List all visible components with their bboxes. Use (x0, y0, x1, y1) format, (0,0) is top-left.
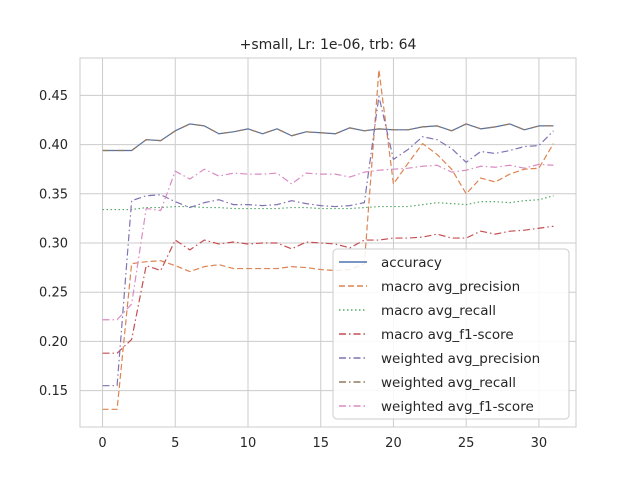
y-tick-label: 0.45 (39, 89, 68, 104)
legend-label: weighted avg_f1-score (381, 399, 534, 415)
legend-box (332, 248, 570, 420)
series-line (102, 95, 554, 387)
y-tick-label: 0.15 (39, 384, 68, 399)
y-tick-label: 0.35 (39, 187, 68, 202)
x-tick-label: 15 (312, 436, 329, 451)
legend-label: macro avg_f1-score (381, 327, 514, 343)
x-tick-label: 10 (240, 436, 257, 451)
y-tick-labels: 0.15 0.20 0.25 0.30 0.35 0.40 0.45 (39, 89, 68, 399)
legend-label: macro avg_precision (381, 279, 520, 295)
series-line (102, 195, 554, 211)
legend-label: weighted avg_recall (381, 375, 516, 391)
chart-title: +small, Lr: 1e-06, trb: 64 (240, 37, 417, 53)
x-tick-label: 25 (458, 436, 475, 451)
legend-label: accuracy (381, 255, 442, 271)
y-tick-label: 0.40 (39, 138, 68, 153)
series-line (102, 163, 554, 321)
x-tick-label: 20 (385, 436, 402, 451)
x-tick-labels: 0 5 10 15 20 25 30 (98, 436, 547, 451)
y-tick-label: 0.20 (39, 335, 68, 350)
series-line (102, 123, 554, 152)
series-line (102, 69, 554, 410)
series-line (102, 225, 554, 354)
x-tick-label: 30 (531, 436, 548, 451)
x-tick-label: 0 (98, 436, 106, 451)
y-tick-label: 0.25 (39, 286, 68, 301)
plot-frame (79, 57, 577, 428)
x-tick-label: 5 (171, 436, 179, 451)
y-tick-label: 0.30 (39, 236, 68, 251)
legend-label: macro avg_recall (381, 303, 496, 319)
series-lines (102, 69, 554, 410)
legend-label: weighted avg_precision (381, 351, 540, 367)
